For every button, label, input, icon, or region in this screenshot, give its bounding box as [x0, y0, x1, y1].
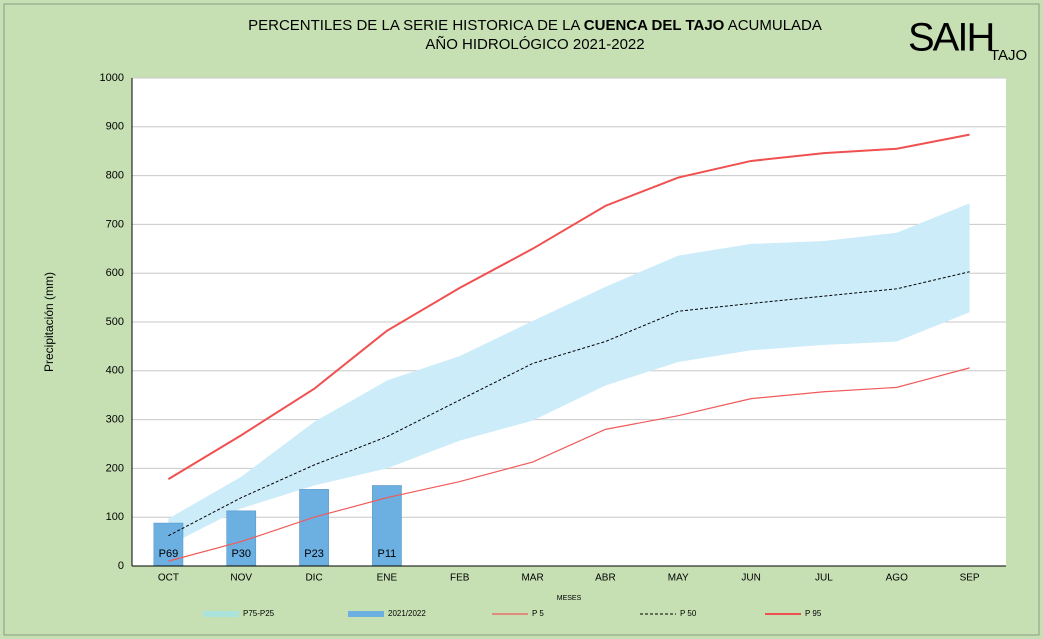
- logo-sub: TAJO: [990, 47, 1027, 64]
- x-tick-label: DIC: [305, 573, 322, 584]
- x-tick-label: ENE: [377, 573, 398, 584]
- bar-label: P30: [231, 548, 251, 560]
- bar-label: P23: [304, 548, 324, 560]
- y-axis-label: Precipitación (mm): [42, 272, 56, 372]
- y-tick-label: 100: [106, 511, 124, 523]
- x-tick-label: OCT: [158, 573, 179, 584]
- y-tick-label: 600: [106, 267, 124, 279]
- legend-label: P 95: [805, 609, 822, 618]
- y-tick-label: 0: [118, 560, 124, 572]
- legend-label: 2021/2022: [388, 609, 426, 618]
- x-tick-label: ABR: [595, 573, 616, 584]
- bar: [299, 489, 329, 567]
- bar-label: P11: [378, 548, 397, 560]
- legend-swatch: [203, 611, 239, 617]
- y-tick-label: 300: [106, 414, 124, 426]
- x-tick-label: MAR: [521, 573, 543, 584]
- legend-label: P 5: [532, 609, 544, 618]
- y-tick-label: 700: [106, 218, 124, 230]
- line: [168, 271, 970, 537]
- y-tick-label: 200: [106, 462, 124, 474]
- chart-subtitle: AÑO HIDROLÓGICO 2021-2022: [425, 36, 644, 53]
- legend-label: P 50: [680, 609, 697, 618]
- x-tick-label: NOV: [230, 573, 252, 584]
- x-tick-label: MAY: [668, 573, 689, 584]
- y-tick-label: 800: [106, 170, 124, 182]
- y-tick-label: 900: [106, 121, 124, 133]
- y-tick-label: 1000: [100, 72, 124, 84]
- x-axis-label: MESES: [557, 595, 582, 602]
- y-tick-label: 500: [106, 316, 124, 328]
- line: [167, 133, 970, 480]
- legend-swatch: [348, 611, 384, 617]
- chart-title: PERCENTILES DE LA SERIE HISTORICA DE LA …: [248, 17, 822, 34]
- x-tick-label: FEB: [450, 573, 470, 584]
- line: [168, 367, 970, 562]
- logo: SAIH: [908, 16, 993, 60]
- x-tick-label: SEP: [960, 573, 980, 584]
- bar-label: P69: [159, 548, 179, 560]
- x-tick-label: JUL: [815, 573, 833, 584]
- percentile-band: [168, 203, 970, 546]
- x-tick-label: JUN: [741, 573, 760, 584]
- y-tick-label: 400: [106, 365, 124, 377]
- x-tick-label: AGO: [886, 573, 908, 584]
- legend-label: P75-P25: [243, 609, 275, 618]
